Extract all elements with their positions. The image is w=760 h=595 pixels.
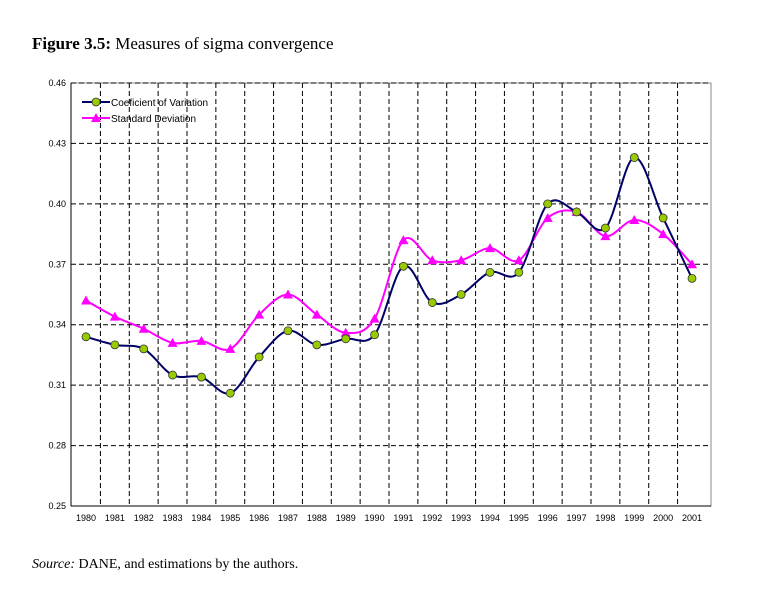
- figure-label: Figure 3.5:: [32, 34, 112, 53]
- data-point-circle: [110, 340, 120, 350]
- x-tick-label: 1992: [422, 513, 442, 523]
- data-point-triangle: [254, 309, 265, 319]
- data-point-triangle: [81, 295, 91, 305]
- data-point-circle: [312, 340, 322, 350]
- data-point-circle: [254, 352, 264, 362]
- y-tick-label: 0.34: [48, 320, 66, 330]
- y-tick-label: 0.40: [48, 199, 66, 209]
- data-point-circle: [543, 199, 553, 209]
- x-tick-label: 1982: [134, 513, 154, 523]
- x-tick-label: 1998: [595, 513, 615, 523]
- x-tick-label: 1983: [163, 513, 183, 523]
- data-point-circle: [629, 153, 639, 162]
- data-point-circle: [485, 267, 495, 277]
- data-point-triangle: [542, 212, 553, 222]
- data-point-circle: [514, 267, 524, 277]
- x-tick-label: 2001: [682, 513, 702, 523]
- data-point-circle: [225, 388, 235, 398]
- data-point-circle: [139, 344, 149, 354]
- data-point-triangle: [91, 113, 101, 122]
- x-tick-label: 1994: [480, 513, 500, 523]
- data-point-circle: [658, 213, 668, 223]
- data-point-triangle: [311, 309, 322, 319]
- x-tick-label: 1990: [365, 513, 385, 523]
- x-tick-label: 1999: [624, 513, 644, 523]
- figure-caption: Measures of sigma convergence: [115, 34, 334, 53]
- legend-label: Coeficient of Variation: [111, 98, 208, 109]
- data-point-triangle: [658, 229, 669, 239]
- data-point-triangle: [398, 235, 409, 245]
- data-point-triangle: [138, 323, 149, 333]
- y-tick-label: 0.37: [48, 259, 66, 269]
- data-point-triangle: [485, 243, 495, 253]
- data-point-triangle: [369, 313, 380, 323]
- data-point-triangle: [225, 343, 236, 353]
- data-point-triangle: [196, 335, 207, 345]
- x-tick-label: 1995: [509, 513, 529, 523]
- data-point-circle: [283, 326, 293, 336]
- data-point-circle: [341, 334, 351, 344]
- x-tick-label: 1988: [307, 513, 327, 523]
- y-tick-label: 0.28: [48, 441, 66, 451]
- data-point-circle: [197, 372, 206, 382]
- y-tick-label: 0.31: [48, 380, 66, 390]
- x-tick-label: 1996: [538, 513, 558, 523]
- data-point-triangle: [427, 255, 438, 265]
- data-point-circle: [81, 332, 91, 342]
- x-tick-label: 1987: [278, 513, 298, 523]
- data-point-circle: [687, 273, 697, 283]
- x-tick-label: 1986: [249, 513, 269, 523]
- x-tick-label: 1985: [220, 513, 240, 523]
- y-tick-label: 0.43: [48, 138, 66, 148]
- data-point-circle: [399, 261, 408, 271]
- y-tick-label: 0.25: [48, 501, 66, 511]
- source-label: Source:: [32, 557, 76, 572]
- data-point-circle: [168, 370, 177, 380]
- x-tick-label: 1984: [191, 513, 211, 523]
- x-tick-label: 1989: [336, 513, 356, 523]
- data-point-triangle: [629, 214, 640, 224]
- source-note: Source: DANE, and estimations by the aut…: [32, 557, 298, 573]
- y-tick-label: 0.46: [48, 78, 66, 88]
- data-point-triangle: [109, 311, 120, 321]
- data-point-triangle: [340, 327, 351, 337]
- data-point-circle: [601, 223, 610, 233]
- x-tick-label: 1980: [76, 513, 96, 523]
- x-tick-label: 1997: [567, 513, 587, 523]
- data-point-circle: [427, 298, 437, 307]
- figure-title: Figure 3.5: Measures of sigma convergenc…: [32, 34, 334, 54]
- legend-label: Standard Deviation: [111, 114, 196, 125]
- x-tick-label: 1993: [451, 513, 471, 523]
- x-tick-label: 1991: [393, 513, 413, 523]
- data-point-triangle: [456, 255, 467, 265]
- data-point-triangle: [600, 231, 611, 241]
- data-point-triangle: [167, 337, 178, 347]
- data-point-circle: [572, 207, 581, 217]
- x-tick-label: 1981: [105, 513, 125, 523]
- x-tick-label: 2000: [653, 513, 673, 523]
- data-point-circle: [370, 330, 379, 340]
- data-point-triangle: [513, 255, 524, 265]
- data-point-circle: [91, 97, 101, 107]
- data-point-circle: [456, 290, 466, 299]
- source-text: DANE, and estimations by the authors.: [78, 557, 299, 572]
- data-point-triangle: [687, 259, 697, 269]
- data-point-triangle: [283, 289, 293, 299]
